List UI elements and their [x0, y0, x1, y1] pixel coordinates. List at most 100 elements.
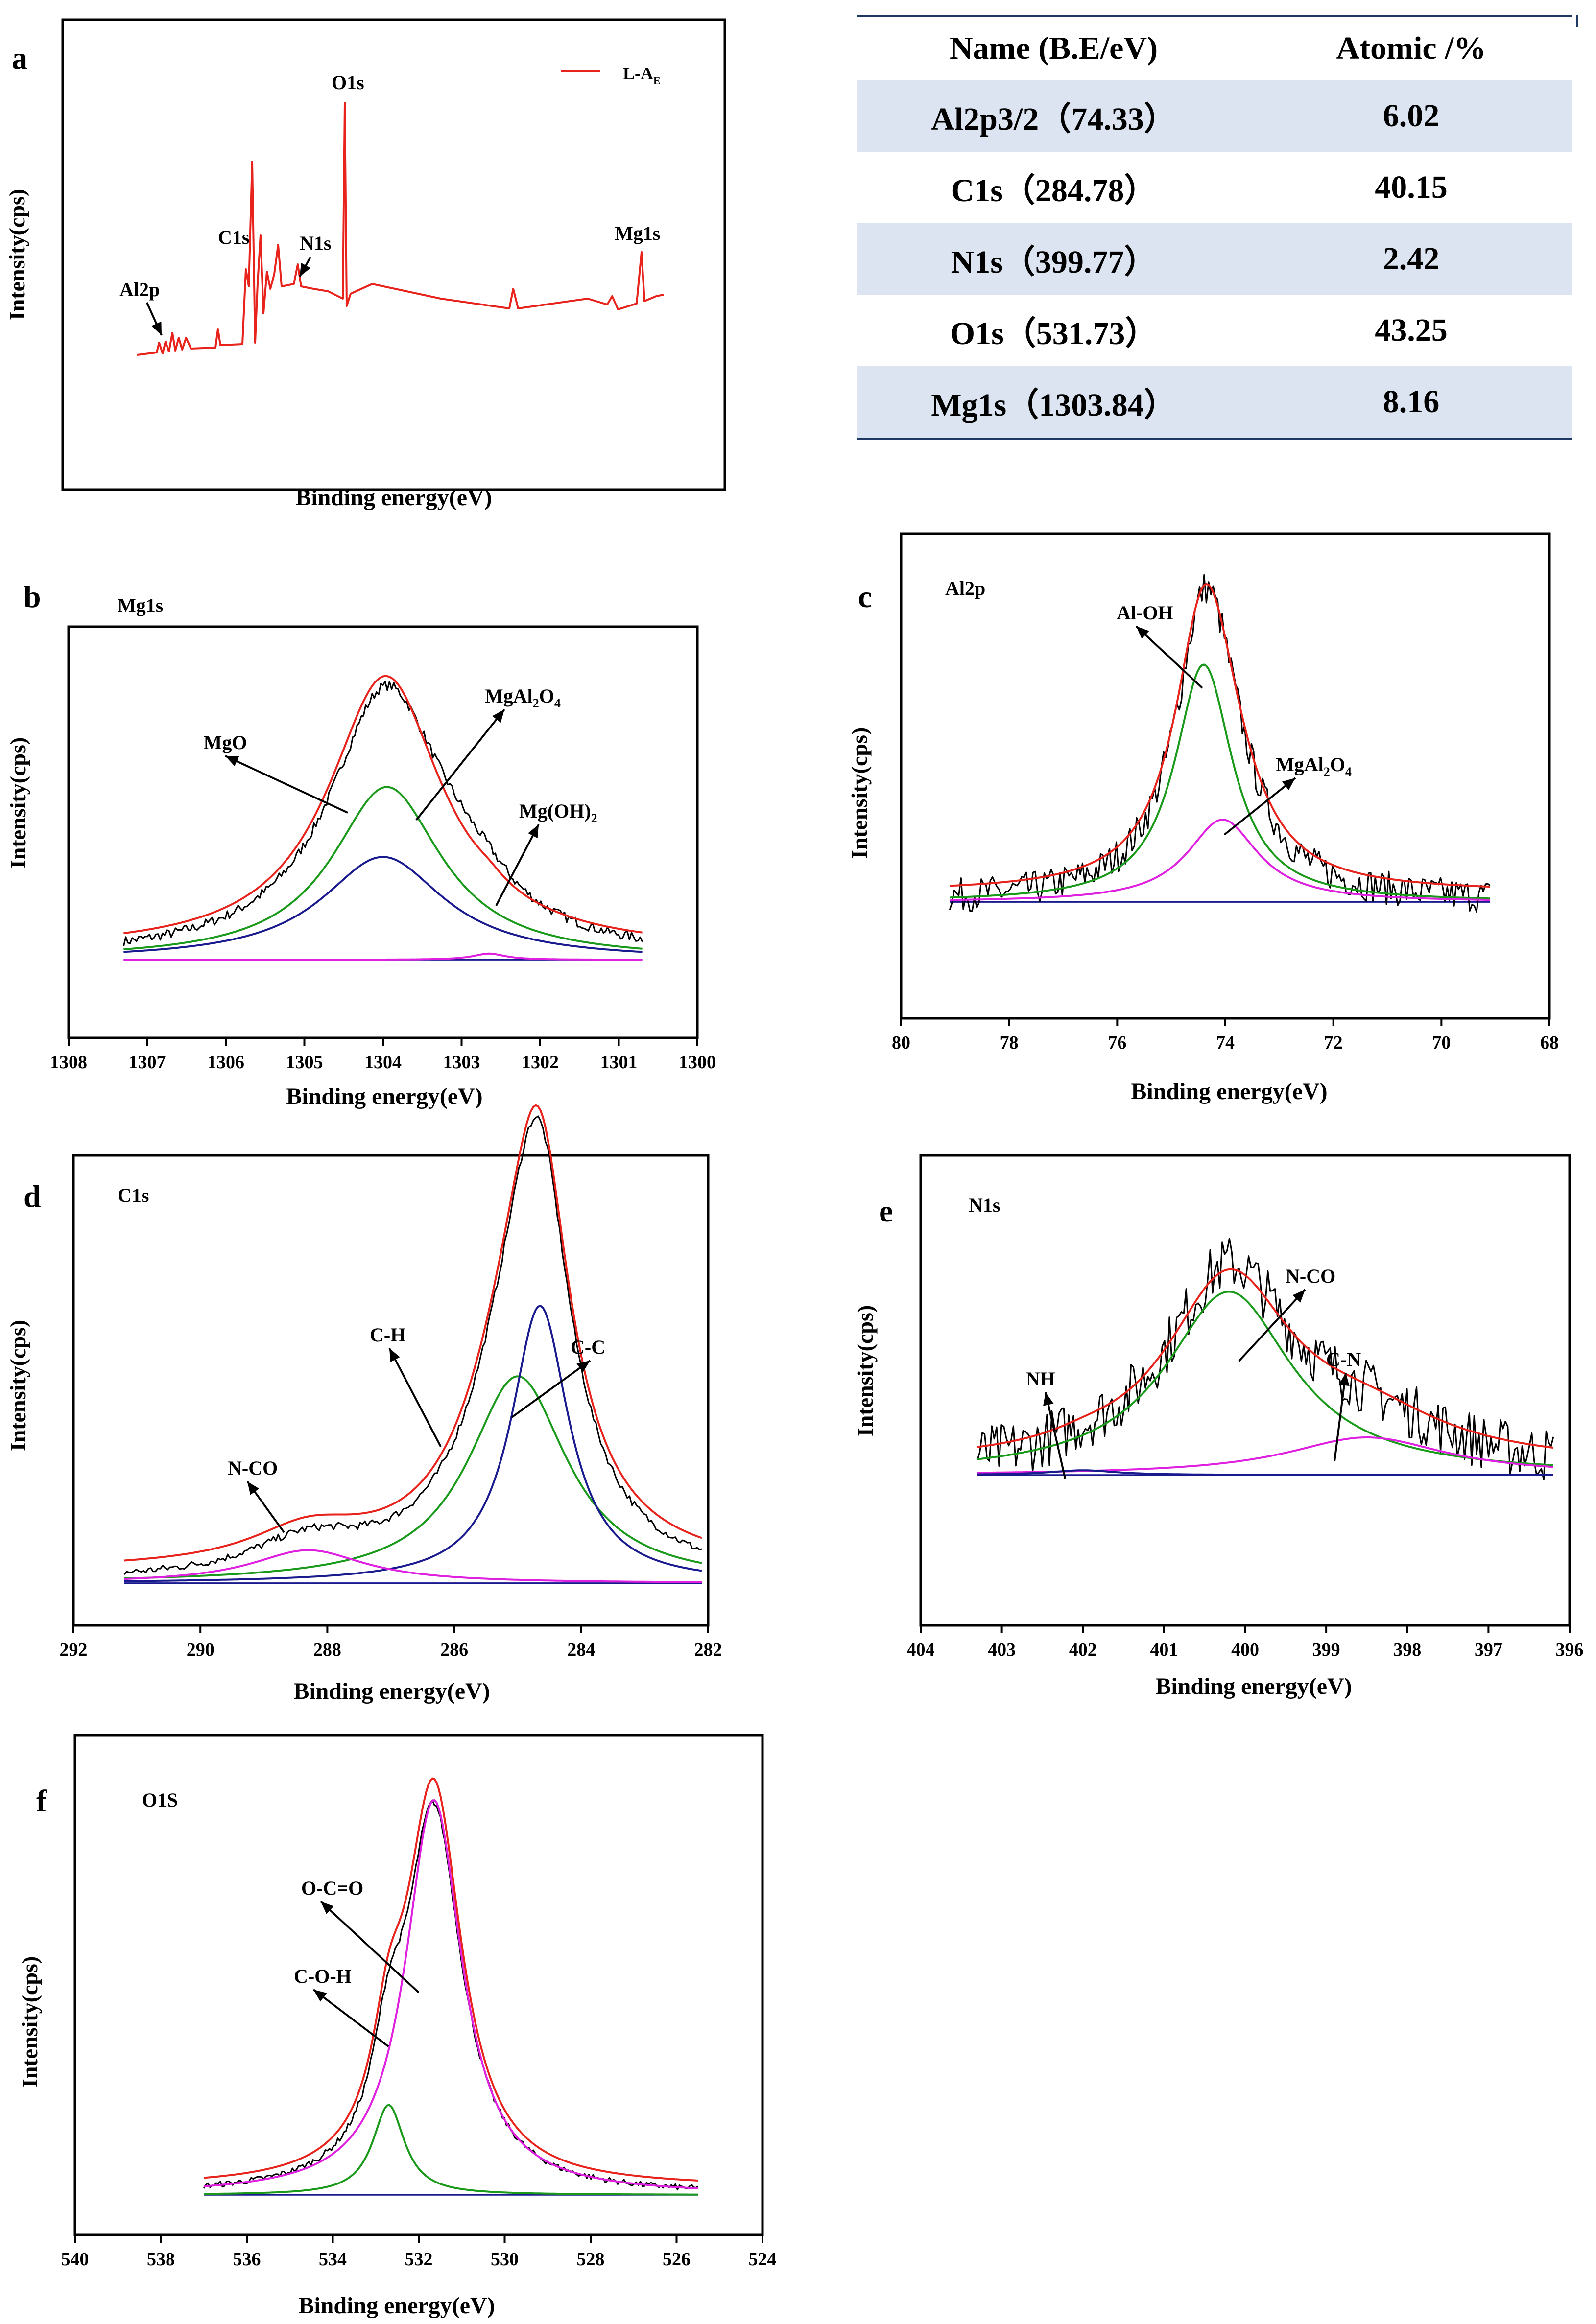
annotation-label: N-CO: [1286, 1265, 1335, 1287]
y-axis-label: Intensity(cps): [847, 728, 872, 859]
x-tick-label: 74: [1216, 1033, 1235, 1053]
annotation-leader-line: [320, 1901, 420, 1994]
y-axis-label: Intensity(cps): [5, 1320, 30, 1451]
table-cell-atomic: 43.25: [1375, 312, 1448, 348]
annotation-arrowhead: [1292, 1290, 1305, 1303]
x-tick-label: 78: [1000, 1033, 1019, 1053]
x-tick-label: 532: [405, 2249, 433, 2270]
x-tick-label: 404: [907, 1640, 935, 1660]
component-o-c-o-line: [204, 1799, 698, 2189]
panel-letter: a: [12, 41, 27, 75]
x-tick-label: 70: [1432, 1033, 1451, 1053]
x-tick-label: 80: [892, 1033, 910, 1053]
annotation-arrowhead: [300, 262, 311, 277]
envelope-line: [124, 1104, 702, 1562]
x-tick-label: 288: [313, 1640, 341, 1660]
annotation-leader-line: [415, 708, 505, 821]
legend-label: L-AE: [623, 64, 661, 87]
annotation-leader-line: [1238, 1289, 1306, 1362]
x-tick-label: 1303: [443, 1052, 480, 1073]
annotation-leader-line: [312, 1989, 389, 2047]
x-axis-label: Binding energy(eV): [286, 1083, 482, 1109]
annotation-arrowhead: [151, 321, 162, 335]
plot-frame: [73, 1734, 764, 2236]
annotation-leader-line: [1135, 625, 1203, 689]
annotation-label: C-C: [571, 1336, 605, 1358]
annotation-arrowhead: [313, 1990, 327, 2002]
panel-title: Al2p: [945, 577, 985, 599]
panel-letter: f: [36, 1784, 47, 1818]
panel-d: d C1s Binding energy(eV) Intensity(cps) 292 2…: [5, 1104, 722, 1704]
x-axis-label: Binding energy(eV): [295, 485, 492, 511]
annotation-leader-line: [511, 1360, 591, 1418]
panel-letter: e: [879, 1194, 893, 1228]
panel-letter: d: [24, 1179, 41, 1214]
y-axis-label: Intensity(cps): [4, 189, 29, 320]
annotation-label: C-N: [1326, 1348, 1361, 1370]
annotation-leader-line: [495, 824, 540, 906]
annotation-arrowhead: [1338, 1373, 1350, 1386]
table-cell-name: Al2p3/2（74.33）: [857, 93, 1250, 140]
annotation-arrowhead: [321, 1901, 334, 1914]
annotation-arrowhead: [225, 756, 239, 766]
x-tick-label: 524: [749, 2249, 777, 2270]
x-tick-label: 1302: [522, 1052, 559, 1073]
annotation-label: C-O-H: [294, 1965, 352, 1987]
envelope-line: [950, 583, 1490, 888]
table-header-atomic: Atomic /%: [1336, 30, 1486, 66]
table-row: C1s（284.78） 40.15: [857, 152, 1572, 223]
annotation-arrowhead: [1282, 778, 1295, 790]
annotation-label: N-CO: [228, 1457, 278, 1479]
table-row: Al2p3/2（74.33） 6.02: [857, 80, 1572, 152]
annotation-label: C-H: [370, 1324, 405, 1346]
annotation-label: MgAl2O4: [485, 685, 561, 710]
x-tick-label: 292: [60, 1640, 88, 1660]
peak-label: Al2p: [119, 279, 160, 301]
table-top-rule: [857, 15, 1572, 17]
table-cell-atomic: 8.16: [1382, 384, 1440, 420]
x-tick-label: 538: [147, 2249, 175, 2270]
peak-label: Mg1s: [615, 222, 660, 244]
x-axis-label: Binding energy(eV): [298, 2293, 495, 2319]
table-row: N1s（399.77） 2.42: [857, 223, 1572, 295]
x-tick-label: 290: [187, 1640, 214, 1660]
component-n-co-line: [977, 1291, 1554, 1466]
component-mgal2o4-line: [950, 819, 1490, 901]
panel-title: Mg1s: [118, 594, 163, 616]
x-tick-label: 282: [694, 1640, 722, 1660]
x-tick-label: 396: [1556, 1640, 1584, 1660]
x-tick-label: 1305: [286, 1052, 323, 1073]
x-tick-label: 398: [1393, 1640, 1421, 1660]
annotation-label: MgO: [204, 731, 247, 753]
annotation-arrowhead: [247, 1481, 260, 1495]
table-cell-atomic: 40.15: [1375, 169, 1448, 205]
x-tick-label: 401: [1150, 1640, 1178, 1660]
panel-title: C1s: [118, 1184, 149, 1206]
x-tick-label: 1301: [600, 1052, 638, 1073]
component-n-co-line: [124, 1549, 702, 1583]
table-edge-mark: [1576, 15, 1578, 27]
x-tick-label: 1308: [50, 1052, 87, 1073]
x-tick-label: 402: [1069, 1640, 1097, 1660]
annotation-label: Mg(OH)2: [519, 800, 597, 825]
x-tick-label: 72: [1324, 1033, 1343, 1053]
panel-b: b Mg1s Binding energy(eV) Intensity(cps) 130…: [5, 579, 716, 1109]
table-bottom-rule: [857, 438, 1572, 440]
y-axis-label: Intensity(cps): [5, 737, 30, 869]
panel-f: f O1S Binding energy(eV) Intensity(cps) 540 5…: [17, 1734, 777, 2319]
y-axis-label: Intensity(cps): [853, 1305, 878, 1436]
annotation-arrowhead: [492, 709, 504, 723]
panel-letter: c: [858, 579, 872, 614]
table-header-row: Name (B.E/eV) Atomic /%: [857, 17, 1572, 80]
x-tick-label: 284: [567, 1640, 595, 1660]
annotation-label: Al-OH: [1117, 602, 1173, 624]
table-cell-atomic: 2.42: [1382, 241, 1440, 277]
raw-data-line: [977, 1238, 1554, 1480]
table-row: Mg1s（1303.84） 8.16: [857, 366, 1572, 438]
table-header-name: Name (B.E/eV): [949, 30, 1158, 66]
panel-title: N1s: [969, 1194, 1000, 1216]
component-nh-line: [977, 1469, 1553, 1476]
annotation-leader-line: [1223, 777, 1296, 836]
annotation-leader-line: [388, 1348, 442, 1447]
